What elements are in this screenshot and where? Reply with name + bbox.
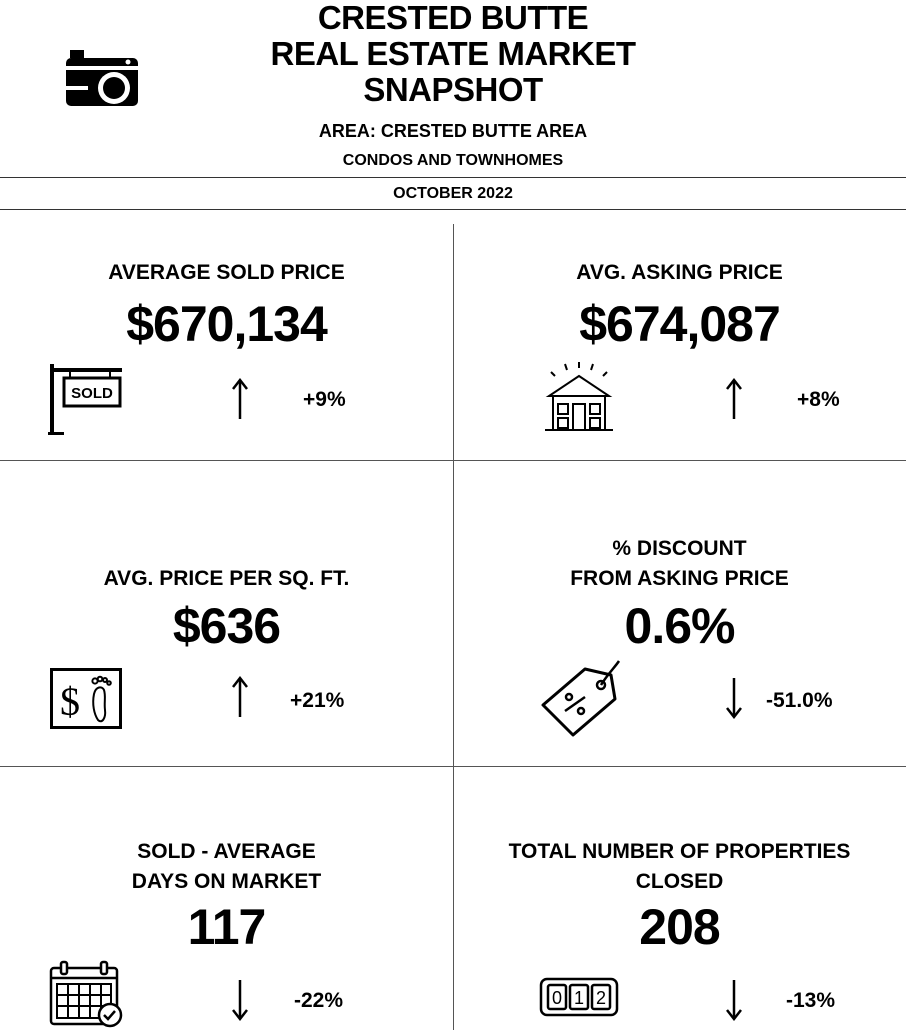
arrow-down-icon [231, 979, 249, 1026]
discount-tag-icon [537, 659, 621, 744]
arrow-down-icon [725, 979, 743, 1026]
grid-divider [0, 460, 906, 461]
metric-value: 117 [187, 899, 267, 955]
grid-divider [453, 224, 454, 1030]
counter-icon: 0 1 2 [539, 977, 619, 1022]
metric-value: 208 [639, 899, 720, 955]
metric-average-sold-price: AVERAGE SOLD PRICE $670,134 SOLD +9% [0, 224, 453, 460]
metric-label-line: AVG. ASKING PRICE [576, 261, 783, 284]
arrow-up-icon [231, 377, 249, 425]
title-line: CRESTED BUTTE [317, 0, 589, 36]
arrow-up-icon [231, 675, 249, 723]
metric-label: AVERAGE SOLD PRICE [0, 258, 453, 288]
metric-label-line: CLOSED [635, 870, 724, 893]
divider [0, 177, 906, 178]
house-icon [543, 362, 615, 439]
page-title: CRESTED BUTTE REAL ESTATE MARKET SNAPSHO… [0, 0, 906, 108]
dollar-per-foot-icon: $ [50, 668, 122, 735]
metric-days-on-market: SOLD - AVERAGE DAYS ON MARKET 117 [0, 767, 453, 1030]
sold-sign-icon: SOLD [48, 364, 124, 441]
metric-label: TOTAL NUMBER OF PROPERTIES CLOSED [453, 837, 906, 897]
area-label: AREA: CRESTED BUTTE AREA [318, 121, 588, 141]
property-type-label: CONDOS AND TOWNHOMES [342, 152, 564, 169]
metric-label: AVG. PRICE PER SQ. FT. [0, 564, 453, 594]
metric-label-line: AVG. PRICE PER SQ. FT. [103, 567, 350, 590]
metric-change: -51.0% [766, 689, 833, 712]
metric-label-line: FROM ASKING PRICE [570, 567, 789, 590]
svg-text:SOLD: SOLD [71, 385, 113, 402]
metric-avg-price-per-sqft: AVG. PRICE PER SQ. FT. $636 $ +21% [0, 461, 453, 766]
title-line: SNAPSHOT [363, 71, 543, 108]
metric-total-properties-closed: TOTAL NUMBER OF PROPERTIES CLOSED 208 0 … [453, 767, 906, 1030]
metric-change: +9% [303, 388, 346, 411]
metric-change: +21% [290, 689, 345, 712]
metric-change: -22% [294, 989, 344, 1012]
metric-value: $674,087 [579, 296, 781, 352]
metric-avg-asking-price: AVG. ASKING PRICE $674,087 [453, 224, 906, 460]
calendar-icon [48, 960, 124, 1033]
arrow-up-icon [725, 377, 743, 425]
metric-label: AVG. ASKING PRICE [453, 258, 906, 288]
metric-label: SOLD - AVERAGE DAYS ON MARKET [0, 837, 453, 897]
metric-label: % DISCOUNT FROM ASKING PRICE [453, 534, 906, 594]
metric-discount-from-asking: % DISCOUNT FROM ASKING PRICE 0.6% -51.0% [453, 461, 906, 766]
metric-label-line: SOLD - AVERAGE [137, 840, 316, 863]
metric-label-line: AVERAGE SOLD PRICE [108, 261, 345, 284]
svg-text:2: 2 [596, 988, 606, 1008]
arrow-down-icon [725, 677, 743, 724]
grid-divider [0, 766, 906, 767]
svg-text:$: $ [60, 679, 80, 724]
metric-change: +8% [797, 388, 840, 411]
camera-icon [64, 46, 140, 110]
metric-label-line: TOTAL NUMBER OF PROPERTIES [508, 840, 851, 863]
title-line: REAL ESTATE MARKET [270, 35, 636, 72]
metric-value: 0.6% [624, 598, 736, 654]
svg-text:0: 0 [552, 988, 562, 1008]
metric-value: $636 [172, 598, 281, 654]
metric-label-line: % DISCOUNT [612, 537, 747, 560]
period-label: OCTOBER 2022 [393, 185, 513, 202]
metric-change: -13% [786, 989, 836, 1012]
metric-label-line: DAYS ON MARKET [131, 870, 322, 893]
divider [0, 209, 906, 210]
svg-text:1: 1 [574, 988, 584, 1008]
metric-value: $670,134 [126, 296, 328, 352]
